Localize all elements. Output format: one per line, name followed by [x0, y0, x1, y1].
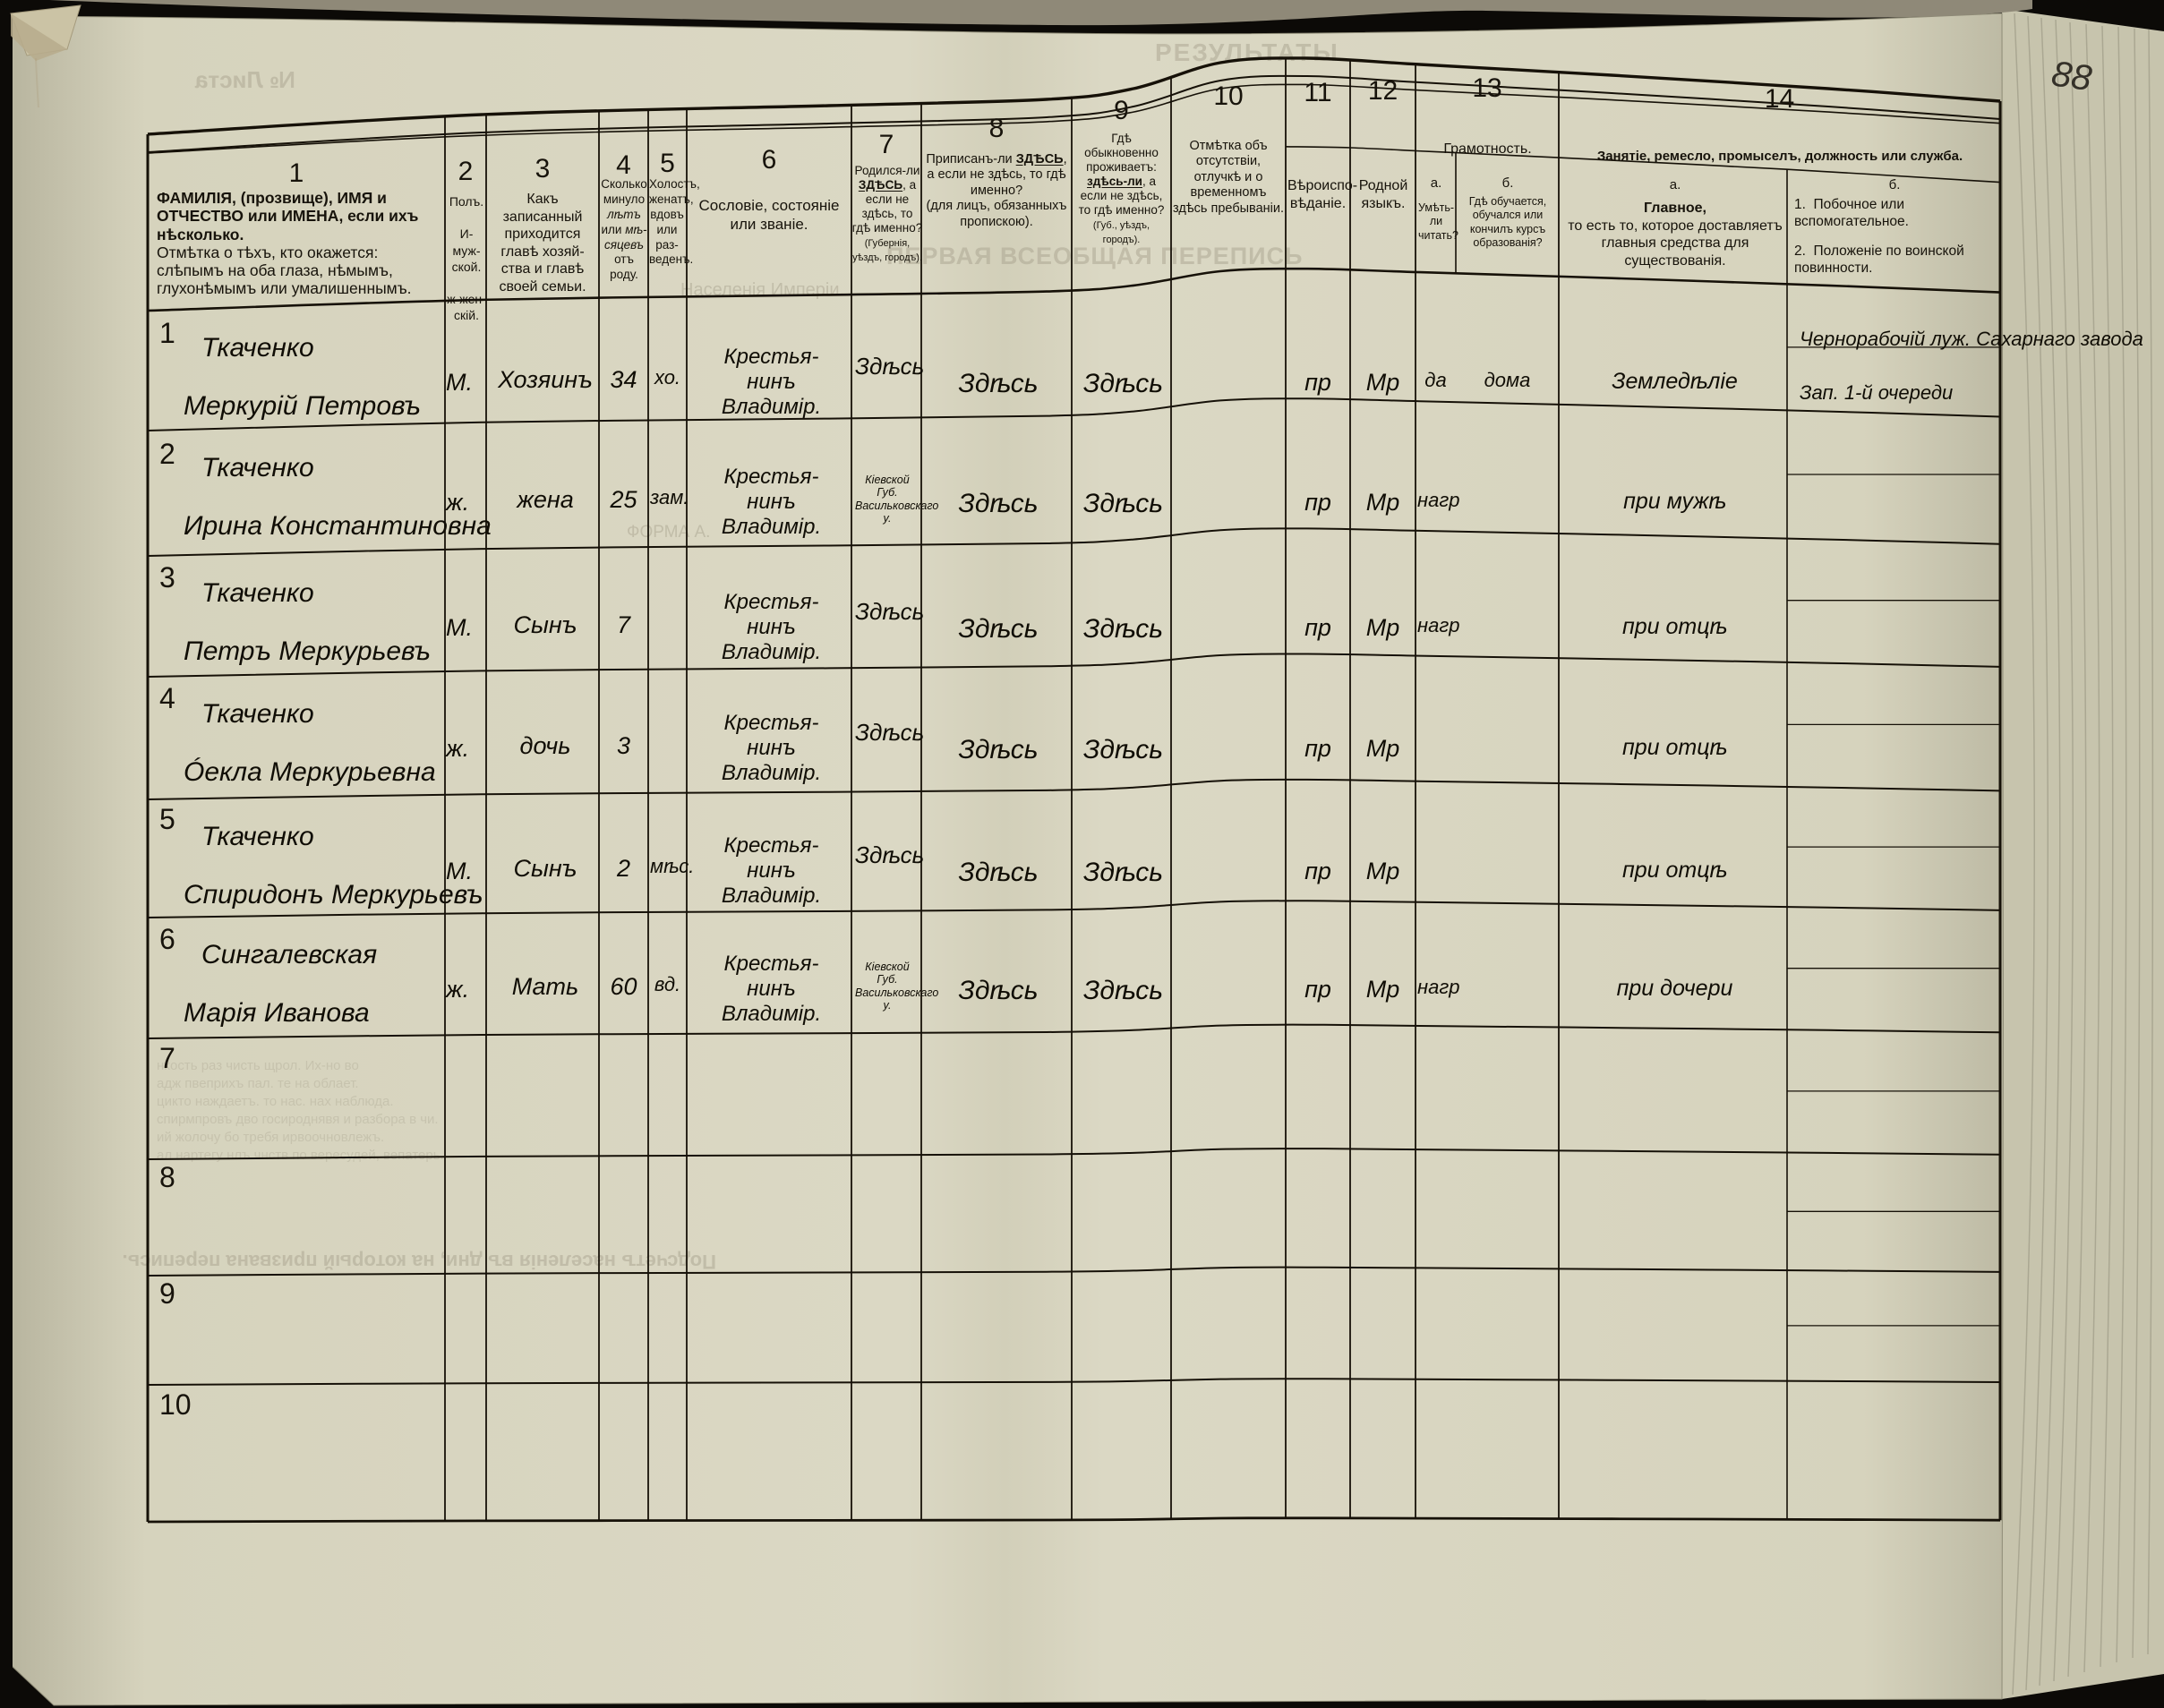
svg-text:№ Листа: № Листа — [194, 66, 295, 93]
svg-text:РЕЗУЛЬТАТЫ: РЕЗУЛЬТАТЫ — [1155, 38, 1339, 66]
svg-text:цикто наждаетъ. то нас. нах на: цикто наждаетъ. то нас. нах наблюда. — [157, 1094, 394, 1109]
svg-text:Подсчетъ населенія въ дни, на: Подсчетъ населенія въ дни, на который пр… — [122, 1251, 716, 1273]
svg-text:ПЕРВАЯ ВСЕОБЩАЯ ПЕРЕПИСЬ: ПЕРВАЯ ВСЕОБЩАЯ ПЕРЕПИСЬ — [886, 243, 1303, 269]
svg-text:ал нартегу нлъ чнств по вересу: ал нартегу нлъ чнств по вересудей, вепат… — [157, 1148, 444, 1163]
svg-text:ий жолочу бо требя ирвоочновле: ий жолочу бо требя ирвоочновлежъ. — [157, 1130, 384, 1145]
svg-text:адж пвеприхъ пал. те на облает: адж пвеприхъ пал. те на облает. — [157, 1076, 359, 1091]
svg-text:спирмпровъ дво госироднявя и р: спирмпровъ дво госироднявя и разбора в ч… — [157, 1112, 439, 1127]
svg-text:88: 88 — [2049, 54, 2095, 98]
svg-text:нкость раз чисть щрол. Их-но в: нкость раз чисть щрол. Их-но во — [157, 1058, 359, 1073]
